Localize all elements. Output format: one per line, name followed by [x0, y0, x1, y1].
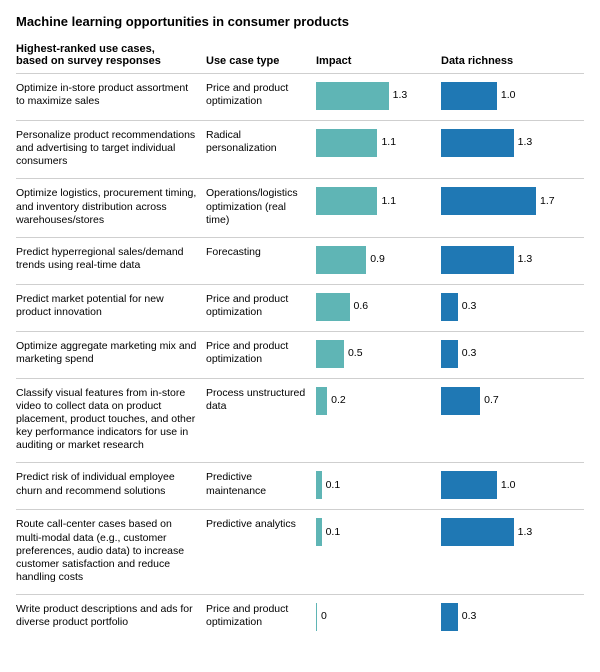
impact-cell: 0 [316, 603, 441, 631]
usecase-type: Price and product optimization [206, 340, 316, 366]
impact-bar [316, 187, 377, 215]
table-row: Route call-center cases based on multi-m… [16, 509, 584, 594]
richness-value: 1.0 [501, 89, 516, 102]
impact-cell: 0.2 [316, 387, 441, 415]
rows-container: Optimize in-store product assortment to … [16, 73, 584, 641]
usecase-type: Predictive analytics [206, 518, 316, 531]
usecase-text: Predict risk of individual employee chur… [16, 471, 206, 497]
richness-bar [441, 293, 458, 321]
usecase-text: Personalize product recommendations and … [16, 129, 206, 168]
impact-cell: 0.5 [316, 340, 441, 368]
richness-bar [441, 603, 458, 631]
usecase-type: Predictive maintenance [206, 471, 316, 497]
richness-cell: 1.7 [441, 187, 566, 215]
richness-cell: 0.3 [441, 603, 566, 631]
richness-bar [441, 129, 514, 157]
usecase-text: Predict hyperregional sales/demand trend… [16, 246, 206, 272]
impact-cell: 0.1 [316, 471, 441, 499]
usecase-type: Operations/logistics optimization (real … [206, 187, 316, 226]
header-type: Use case type [206, 55, 316, 67]
table-row: Predict hyperregional sales/demand trend… [16, 237, 584, 284]
impact-bar [316, 471, 322, 499]
richness-value: 1.0 [501, 479, 516, 492]
usecase-text: Optimize logistics, procurement timing, … [16, 187, 206, 226]
usecase-text: Optimize in-store product assortment to … [16, 82, 206, 108]
table-row: Personalize product recommendations and … [16, 120, 584, 178]
richness-bar [441, 82, 497, 110]
impact-cell: 1.1 [316, 187, 441, 215]
richness-value: 0.3 [462, 610, 477, 623]
richness-value: 1.3 [518, 136, 533, 149]
impact-cell: 0.9 [316, 246, 441, 274]
table-row: Optimize logistics, procurement timing, … [16, 178, 584, 236]
header-impact: Impact [316, 55, 441, 67]
richness-cell: 1.0 [441, 471, 566, 499]
usecase-type: Price and product optimization [206, 82, 316, 108]
table-row: Classify visual features from in-store v… [16, 378, 584, 463]
impact-cell: 0.6 [316, 293, 441, 321]
usecase-text: Optimize aggregate marketing mix and mar… [16, 340, 206, 366]
richness-cell: 1.0 [441, 82, 566, 110]
richness-bar [441, 340, 458, 368]
impact-cell: 0.1 [316, 518, 441, 546]
impact-value: 0.9 [370, 253, 385, 266]
impact-value: 0 [321, 610, 327, 623]
richness-value: 0.3 [462, 347, 477, 360]
table-row: Optimize in-store product assortment to … [16, 73, 584, 120]
impact-value: 0.2 [331, 394, 346, 407]
usecase-text: Write product descriptions and ads for d… [16, 603, 206, 629]
impact-bar [316, 246, 366, 274]
impact-value: 1.3 [393, 89, 408, 102]
richness-bar [441, 246, 514, 274]
impact-bar [316, 518, 322, 546]
richness-value: 0.7 [484, 394, 499, 407]
richness-bar [441, 387, 480, 415]
impact-value: 0.1 [326, 479, 341, 492]
richness-cell: 0.7 [441, 387, 566, 415]
richness-value: 0.3 [462, 300, 477, 313]
richness-cell: 0.3 [441, 293, 566, 321]
impact-cell: 1.1 [316, 129, 441, 157]
impact-bar [316, 603, 317, 631]
column-headers: Highest-ranked use cases, based on surve… [16, 43, 584, 73]
usecase-text: Predict market potential for new product… [16, 293, 206, 319]
richness-bar [441, 187, 536, 215]
richness-value: 1.3 [518, 253, 533, 266]
table-row: Predict risk of individual employee chur… [16, 462, 584, 509]
impact-value: 1.1 [381, 195, 396, 208]
table-row: Write product descriptions and ads for d… [16, 594, 584, 641]
usecase-type: Forecasting [206, 246, 316, 259]
richness-cell: 1.3 [441, 518, 566, 546]
table-row: Optimize aggregate marketing mix and mar… [16, 331, 584, 378]
table-row: Predict market potential for new product… [16, 284, 584, 331]
impact-bar [316, 387, 327, 415]
richness-value: 1.7 [540, 195, 555, 208]
impact-value: 1.1 [381, 136, 396, 149]
usecase-type: Price and product optimization [206, 603, 316, 629]
page-title: Machine learning opportunities in consum… [16, 14, 584, 29]
impact-bar [316, 82, 389, 110]
richness-bar [441, 518, 514, 546]
impact-value: 0.5 [348, 347, 363, 360]
usecase-text: Classify visual features from in-store v… [16, 387, 206, 453]
usecase-text: Route call-center cases based on multi-m… [16, 518, 206, 584]
impact-cell: 1.3 [316, 82, 441, 110]
header-usecase: Highest-ranked use cases, based on surve… [16, 43, 206, 67]
richness-cell: 0.3 [441, 340, 566, 368]
usecase-type: Price and product optimization [206, 293, 316, 319]
richness-cell: 1.3 [441, 246, 566, 274]
usecase-type: Process unstructured data [206, 387, 316, 413]
impact-value: 0.1 [326, 526, 341, 539]
richness-value: 1.3 [518, 526, 533, 539]
usecase-type: Radical personalization [206, 129, 316, 155]
header-richness: Data richness [441, 55, 566, 67]
impact-bar [316, 293, 350, 321]
richness-bar [441, 471, 497, 499]
impact-value: 0.6 [354, 300, 369, 313]
richness-cell: 1.3 [441, 129, 566, 157]
impact-bar [316, 129, 377, 157]
impact-bar [316, 340, 344, 368]
